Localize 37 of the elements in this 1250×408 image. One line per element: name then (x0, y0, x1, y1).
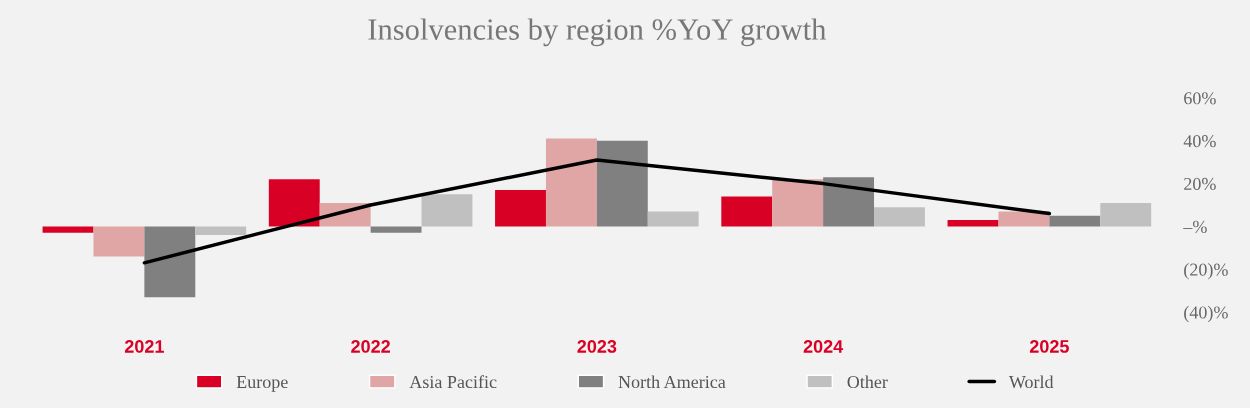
line-series (142, 158, 1052, 265)
bar (545, 138, 597, 227)
y-tick-label: (20)% (1184, 263, 1228, 280)
legend-label: Asia Pacific (409, 375, 497, 389)
y-tick-label: 40% (1183, 135, 1216, 148)
y-tick-label: (40)% (1184, 305, 1228, 323)
bar (268, 179, 320, 227)
bar (947, 220, 999, 227)
chart-title: Insolvencies by region %YoY growth (368, 18, 827, 47)
bar (195, 226, 247, 236)
x-tick-label: 2021 (124, 340, 164, 353)
bar (495, 190, 546, 227)
bar (998, 211, 1050, 227)
bar (823, 177, 875, 227)
legend-label: North America (618, 375, 726, 389)
bar (772, 179, 824, 227)
x-tick-label: 2024 (803, 340, 844, 353)
bar (596, 140, 648, 227)
bar (874, 207, 925, 227)
x-tick-label: 2023 (577, 340, 617, 353)
bar (370, 226, 422, 233)
bar (144, 226, 196, 298)
x-tick-label: 2022 (351, 340, 390, 353)
x-tick-label: 2025 (1029, 340, 1069, 353)
legend-label: Europe (236, 376, 288, 392)
y-tick-label: 20% (1184, 177, 1216, 191)
bar (721, 196, 773, 227)
y-tick-label: 60% (1184, 92, 1216, 105)
bar (93, 226, 145, 257)
legend-label: World (1008, 375, 1054, 389)
bar (42, 226, 94, 233)
bar (421, 194, 473, 227)
legend-label: Other (847, 375, 888, 389)
bar (1049, 215, 1101, 227)
bar (647, 211, 699, 227)
bar (1100, 202, 1152, 227)
y-tick-label: –% (1183, 220, 1207, 233)
